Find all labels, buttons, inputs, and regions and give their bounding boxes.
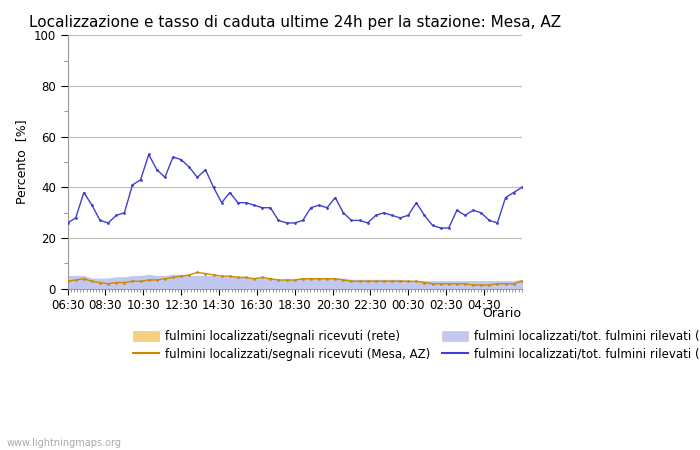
Legend: fulmini localizzati/segnali ricevuti (rete), fulmini localizzati/segnali ricevut: fulmini localizzati/segnali ricevuti (re…: [128, 325, 700, 365]
Title: Localizzazione e tasso di caduta ultime 24h per la stazione: Mesa, AZ: Localizzazione e tasso di caduta ultime …: [29, 15, 561, 30]
Y-axis label: Percento  [%]: Percento [%]: [15, 120, 28, 204]
Text: Orario: Orario: [483, 306, 522, 320]
Text: www.lightningmaps.org: www.lightningmaps.org: [7, 438, 122, 448]
